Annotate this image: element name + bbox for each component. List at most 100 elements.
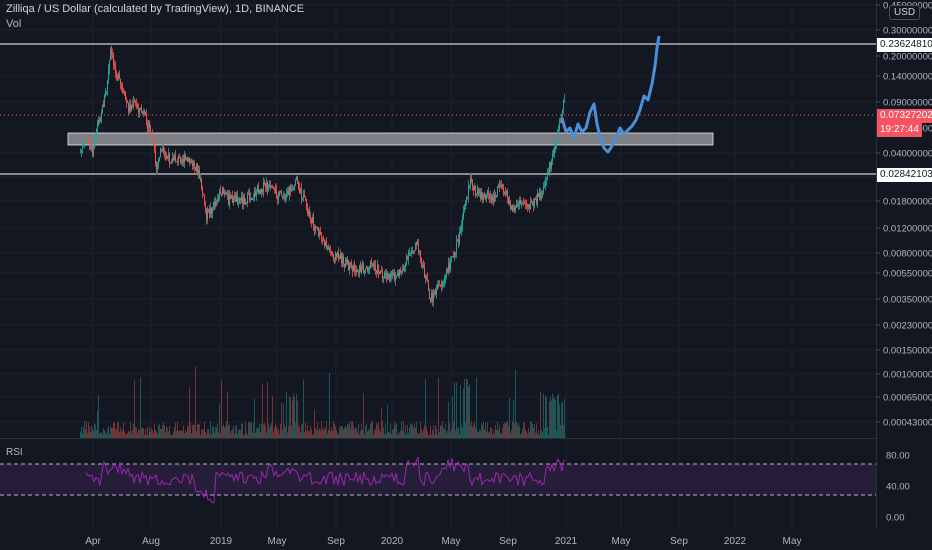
candle-body — [142, 112, 143, 114]
volume-bar — [109, 433, 110, 438]
candle-body — [82, 145, 83, 151]
volume-bar — [361, 424, 362, 438]
candle-body — [398, 273, 399, 276]
candle-body — [403, 268, 404, 271]
volume-bar — [364, 434, 365, 438]
volume-bar — [391, 434, 392, 438]
candle-body — [484, 194, 485, 197]
candle-body — [346, 260, 347, 264]
volume-bar — [526, 431, 527, 438]
candle-body — [369, 268, 370, 270]
candle-body — [224, 192, 225, 194]
candle-body — [380, 271, 381, 274]
volume-bar — [389, 432, 390, 438]
support-zone-box[interactable] — [67, 132, 714, 146]
candle-body — [191, 160, 192, 164]
volume-bar — [447, 430, 448, 438]
candle-body — [423, 265, 424, 267]
candle-body — [159, 157, 160, 160]
volume-bar — [548, 434, 549, 438]
candle-body — [504, 192, 505, 194]
candle-body — [206, 208, 207, 220]
volume-bar — [226, 421, 227, 438]
time-axis[interactable]: Apr Aug 2019 May Sep 2020 May Sep 2021 May Sep 2022… — [85, 536, 801, 547]
volume-bar — [115, 428, 116, 438]
candle-body — [276, 190, 277, 198]
candle-body — [213, 202, 214, 209]
volume-bar — [353, 425, 354, 438]
volume-bar — [127, 433, 128, 438]
volume-bar — [409, 427, 410, 438]
volume-bar — [310, 425, 311, 438]
price-tick-label: 0.00043000 — [883, 418, 932, 429]
candle-body — [445, 275, 446, 279]
volume-bar — [406, 434, 407, 438]
candle-body — [408, 252, 409, 259]
candle-body — [128, 102, 129, 112]
projection-path[interactable] — [560, 35, 661, 154]
volume-bar — [486, 431, 487, 438]
volume-bar — [148, 434, 149, 438]
candle-body — [133, 101, 134, 107]
volume-bar — [356, 427, 357, 438]
volume-bar — [219, 403, 220, 438]
volume-bar — [304, 432, 305, 438]
volume-bar — [174, 427, 175, 438]
candle-body — [295, 180, 296, 186]
candle-body — [488, 190, 489, 194]
candle-body — [115, 65, 116, 74]
candle-body — [444, 278, 445, 283]
candle-body — [358, 272, 359, 274]
volume-bar — [521, 432, 522, 438]
volume-bar — [376, 423, 377, 438]
candle-body — [449, 263, 450, 270]
rsi-axis[interactable]: 80.00 40.00 0.00 — [886, 451, 910, 524]
volume-bar — [265, 425, 266, 438]
candle-body — [513, 207, 514, 212]
price-tick-label: 0.01200000 — [883, 224, 932, 235]
volume-bar — [172, 434, 173, 438]
candle-body — [462, 217, 463, 226]
candle-body — [168, 153, 169, 158]
candle-body — [374, 264, 375, 266]
volume-bar — [202, 430, 203, 438]
volume-bar — [161, 428, 162, 438]
volume-label[interactable]: Vol — [6, 18, 22, 30]
volume-bar — [563, 425, 564, 438]
volume-bar — [525, 430, 526, 438]
candle-body — [434, 290, 435, 294]
candle-body — [425, 275, 426, 278]
volume-bar — [89, 426, 90, 438]
volume-bar — [417, 432, 418, 438]
candle-body — [320, 231, 321, 235]
price-tick-label: 0.00800000 — [883, 249, 932, 260]
volume-bar — [538, 430, 539, 438]
volume-bar — [225, 426, 226, 438]
volume-bar — [278, 428, 279, 438]
candles — [80, 45, 565, 308]
volume-bar — [435, 424, 436, 438]
candle-body — [175, 155, 176, 162]
volume-bar — [467, 379, 468, 438]
candle-body — [537, 193, 538, 204]
candle-body — [255, 191, 256, 196]
volume-bar — [114, 422, 115, 438]
candle-body — [107, 79, 108, 92]
candle-body — [177, 161, 178, 163]
candle-body — [221, 193, 222, 195]
candle-body — [373, 264, 374, 266]
candle-body — [364, 270, 365, 273]
volume-bar — [176, 430, 177, 438]
currency-button[interactable]: USD — [889, 5, 921, 20]
symbol-title[interactable]: Zilliqa / US Dollar (calculated by Tradi… — [6, 3, 305, 15]
candle-body — [411, 251, 412, 253]
volume-bar — [352, 421, 353, 438]
volume-bar — [122, 429, 123, 438]
volume-bar — [313, 433, 314, 438]
candle-body — [436, 289, 437, 295]
volume-bar — [284, 424, 285, 438]
candle-body — [562, 109, 563, 114]
rsi-label[interactable]: RSI — [6, 447, 23, 458]
candle-body — [90, 148, 91, 150]
